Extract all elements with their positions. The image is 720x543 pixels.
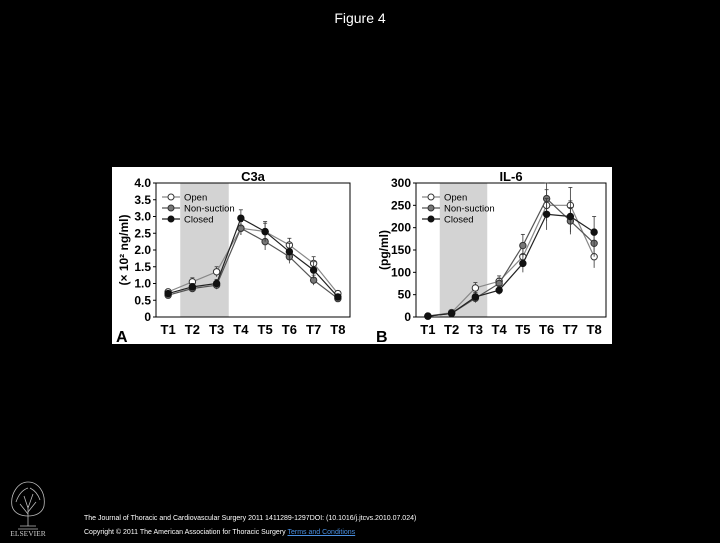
data-point [164,289,172,298]
y-tick-label: 3.5 [134,193,151,207]
footer-citation: The Journal of Thoracic and Cardiovascul… [84,515,416,522]
y-tick-label: 2.0 [134,243,151,257]
y-tick-label: 1.5 [134,260,151,274]
legend-label: Open [184,193,207,204]
y-tick-label: 0.5 [134,293,151,307]
y-tick-label: 3.0 [134,210,151,224]
legend-marker [427,193,435,201]
data-point [309,266,318,274]
panel-label: A [116,329,128,344]
x-tick-label: T6 [282,322,297,337]
x-tick-label: T1 [161,322,176,337]
legend-label: Open [444,193,467,204]
legend-marker [167,215,175,223]
footer-copyright: Copyright © 2011 The American Associatio… [84,529,355,536]
legend-label: Non-suction [444,204,495,215]
data-point [212,268,221,276]
y-tick-label: 1.0 [134,277,151,291]
x-tick-label: T7 [306,322,321,337]
data-point [285,247,294,256]
x-tick-label: T4 [492,322,508,337]
shaded-period [439,183,488,317]
footer-journal-text: The Journal of Thoracic and Cardiovascul… [84,515,417,522]
y-tick-label: 2.5 [134,226,151,240]
data-point [447,309,456,318]
legend-label: Closed [184,215,214,226]
legend-marker [427,204,435,212]
x-tick-label: T5 [515,322,530,337]
data-point [471,293,480,301]
series-line [427,204,595,317]
x-tick-label: T3 [468,322,483,337]
data-point [519,241,527,250]
y-tick-label: 0 [404,310,411,324]
x-tick-label: T5 [258,322,273,337]
slide-title: Figure 4 [334,10,386,26]
panel-label: B [376,329,388,344]
x-tick-label: T2 [185,322,200,337]
figure-panel: 0 0.5 1.0 1.5 2.0 2.5 3.0 3.5 4.0 T1 T2 T3 T4 T5 T6 T7 T… [112,167,612,344]
y-tick-label: 200 [391,221,411,235]
data-point [261,227,269,236]
x-tick-label: T6 [539,322,554,337]
elsevier-logo: ELSEVIER [4,476,52,538]
legend-marker [427,215,435,223]
elsevier-tree-icon: ELSEVIER [4,476,52,538]
chart-title: C3a [241,169,266,184]
data-point [566,212,575,221]
series-line [427,213,595,317]
y-tick-label: 150 [391,243,411,257]
x-tick-label: T8 [587,322,602,337]
chart-title: IL-6 [499,169,522,184]
terms-link[interactable]: Terms and Conditions [287,529,356,536]
legend-label: Non-suction [184,204,235,215]
data-point [212,279,221,288]
data-point [424,312,432,320]
figure-chart: 0 0.5 1.0 1.5 2.0 2.5 3.0 3.5 4.0 T1 T2 T3 T4 T5 T6 T7 T… [116,169,607,344]
y-tick-label: 100 [391,265,411,279]
elsevier-wordmark: ELSEVIER [10,529,45,538]
series-line [167,217,339,298]
y-tick-label: 4.0 [134,176,151,190]
y-axis-label: (× 10² ng/ml) [117,214,131,285]
x-tick-label: T2 [444,322,459,337]
y-tick-label: 300 [391,176,411,190]
legend-marker [167,193,175,201]
x-tick-label: T4 [233,322,249,337]
series-line [167,227,339,300]
data-point [188,283,197,291]
data-point [542,210,551,218]
x-tick-label: T8 [330,322,345,337]
footer-copyright-text: Copyright © 2011 The American Associatio… [84,529,286,536]
data-point [495,286,503,294]
x-tick-label: T1 [420,322,435,337]
shaded-period [180,183,229,317]
data-point [334,293,342,301]
data-point [471,284,480,292]
y-tick-label: 50 [398,288,412,302]
y-tick-label: 250 [391,198,411,212]
data-point [519,259,527,268]
legend-marker [167,204,175,212]
series-line [167,227,339,294]
y-tick-label: 0 [144,310,151,324]
legend-label: Closed [444,215,474,226]
y-axis-label: (pg/ml) [377,230,391,270]
data-point [237,214,245,222]
x-tick-label: T7 [563,322,578,337]
data-point [590,228,598,236]
x-tick-label: T3 [209,322,224,337]
